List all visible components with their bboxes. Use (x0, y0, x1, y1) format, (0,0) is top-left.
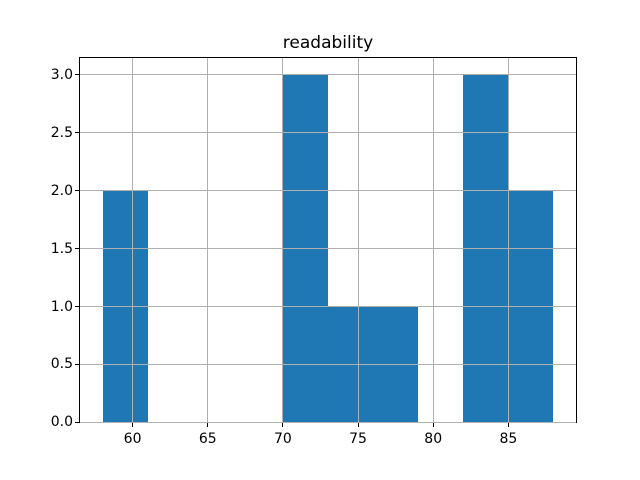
gridline-horizontal (80, 190, 576, 192)
gridline-vertical (507, 57, 509, 423)
chart-title: readability (282, 33, 374, 53)
gridline-vertical (282, 57, 284, 423)
y-tick-label: 3.0 (50, 66, 73, 83)
y-tick-mark (75, 190, 79, 192)
gridline-horizontal (80, 306, 576, 308)
y-tick-mark (75, 248, 79, 250)
y-tick-label: 1.0 (50, 298, 73, 315)
x-tick-label: 60 (123, 431, 142, 448)
x-tick-mark (432, 423, 434, 428)
gridline-horizontal (80, 248, 576, 250)
gridline-vertical (132, 57, 134, 423)
y-tick-label: 0.0 (50, 414, 73, 431)
gridline-horizontal (80, 132, 576, 134)
y-tick-mark (75, 363, 79, 365)
x-tick-mark (357, 423, 359, 428)
x-tick-mark (207, 423, 209, 428)
gridline-vertical (432, 57, 434, 423)
gridline-vertical (357, 57, 359, 423)
x-tick-label: 80 (424, 431, 443, 448)
y-tick-mark (75, 421, 79, 423)
x-tick-mark (132, 423, 134, 428)
y-tick-label: 2.0 (50, 182, 73, 199)
y-tick-mark (75, 132, 79, 134)
x-tick-label: 85 (499, 431, 518, 448)
y-tick-mark (75, 306, 79, 308)
grid-layer (80, 57, 576, 423)
x-tick-mark (282, 423, 284, 428)
y-tick-mark (75, 74, 79, 76)
x-tick-label: 75 (349, 431, 367, 448)
x-tick-mark (507, 423, 509, 428)
gridline-horizontal (80, 421, 576, 423)
y-tick-label: 2.5 (50, 124, 73, 141)
gridline-horizontal (80, 363, 576, 365)
gridline-horizontal (80, 74, 576, 76)
y-tick-label: 1.5 (50, 240, 73, 257)
gridline-vertical (207, 57, 209, 423)
x-tick-label: 70 (273, 431, 292, 448)
x-tick-label: 65 (198, 431, 217, 448)
plot-area (79, 56, 577, 424)
y-tick-label: 0.5 (50, 356, 73, 373)
